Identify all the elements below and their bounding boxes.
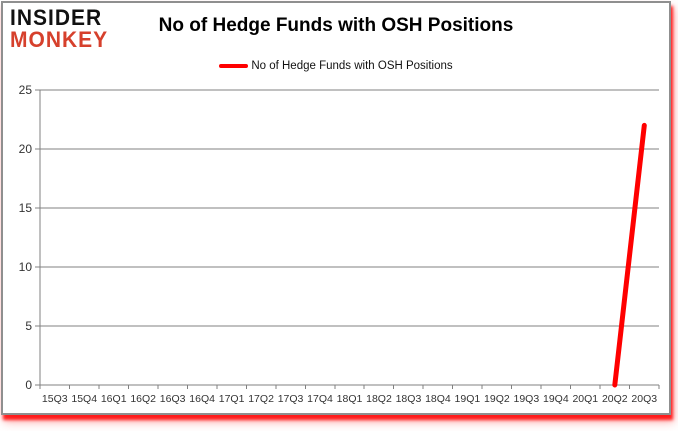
svg-text:19Q2: 19Q2 [484,393,510,405]
svg-text:16Q2: 16Q2 [130,393,156,405]
svg-text:16Q4: 16Q4 [189,393,215,405]
x-axis-ticks [39,385,660,389]
logo-line-monkey: MONKEY [10,27,109,53]
svg-text:19Q1: 19Q1 [455,393,481,405]
svg-text:17Q2: 17Q2 [248,393,274,405]
svg-text:18Q4: 18Q4 [425,393,451,405]
svg-text:18Q2: 18Q2 [366,393,392,405]
y-axis-labels: 0 5 10 15 20 25 [19,83,33,392]
svg-text:0: 0 [25,378,32,392]
logo-line-insider: INSIDER [10,5,103,31]
svg-text:17Q3: 17Q3 [278,393,304,405]
svg-text:19Q3: 19Q3 [514,393,540,405]
svg-text:19Q4: 19Q4 [543,393,569,405]
svg-text:18Q3: 18Q3 [396,393,422,405]
svg-text:20: 20 [19,142,33,156]
svg-text:20Q1: 20Q1 [572,393,598,405]
svg-text:15: 15 [19,201,33,215]
svg-text:18Q1: 18Q1 [337,393,363,405]
x-axis-labels: 15Q3 15Q4 16Q1 16Q2 16Q3 16Q4 17Q1 17Q2 17Q3 17Q4… [42,393,657,405]
chart-title: No of Hedge Funds with OSH Positions [158,15,514,36]
insider-monkey-logo: INSIDER MONKEY [10,5,109,53]
svg-text:20Q2: 20Q2 [602,393,628,405]
legend-label: No of Hedge Funds with OSH Positions [251,60,453,72]
svg-text:16Q3: 16Q3 [160,393,186,405]
svg-text:17Q4: 17Q4 [307,393,333,405]
svg-text:16Q1: 16Q1 [101,393,127,405]
gridlines [40,89,659,386]
y-axis-ticks [35,89,40,386]
svg-text:15Q3: 15Q3 [42,393,68,405]
svg-text:17Q1: 17Q1 [219,393,245,405]
svg-text:10: 10 [19,260,33,274]
chart-frame: INSIDER MONKEY No of Hedge Funds with OS… [1,1,671,415]
svg-text:20Q3: 20Q3 [631,393,657,405]
chart-legend: No of Hedge Funds with OSH Positions [3,60,669,72]
svg-text:5: 5 [25,319,32,333]
svg-text:25: 25 [19,83,33,97]
svg-text:15Q4: 15Q4 [71,393,97,405]
series-line [612,122,647,388]
legend-line-swatch [219,64,249,68]
